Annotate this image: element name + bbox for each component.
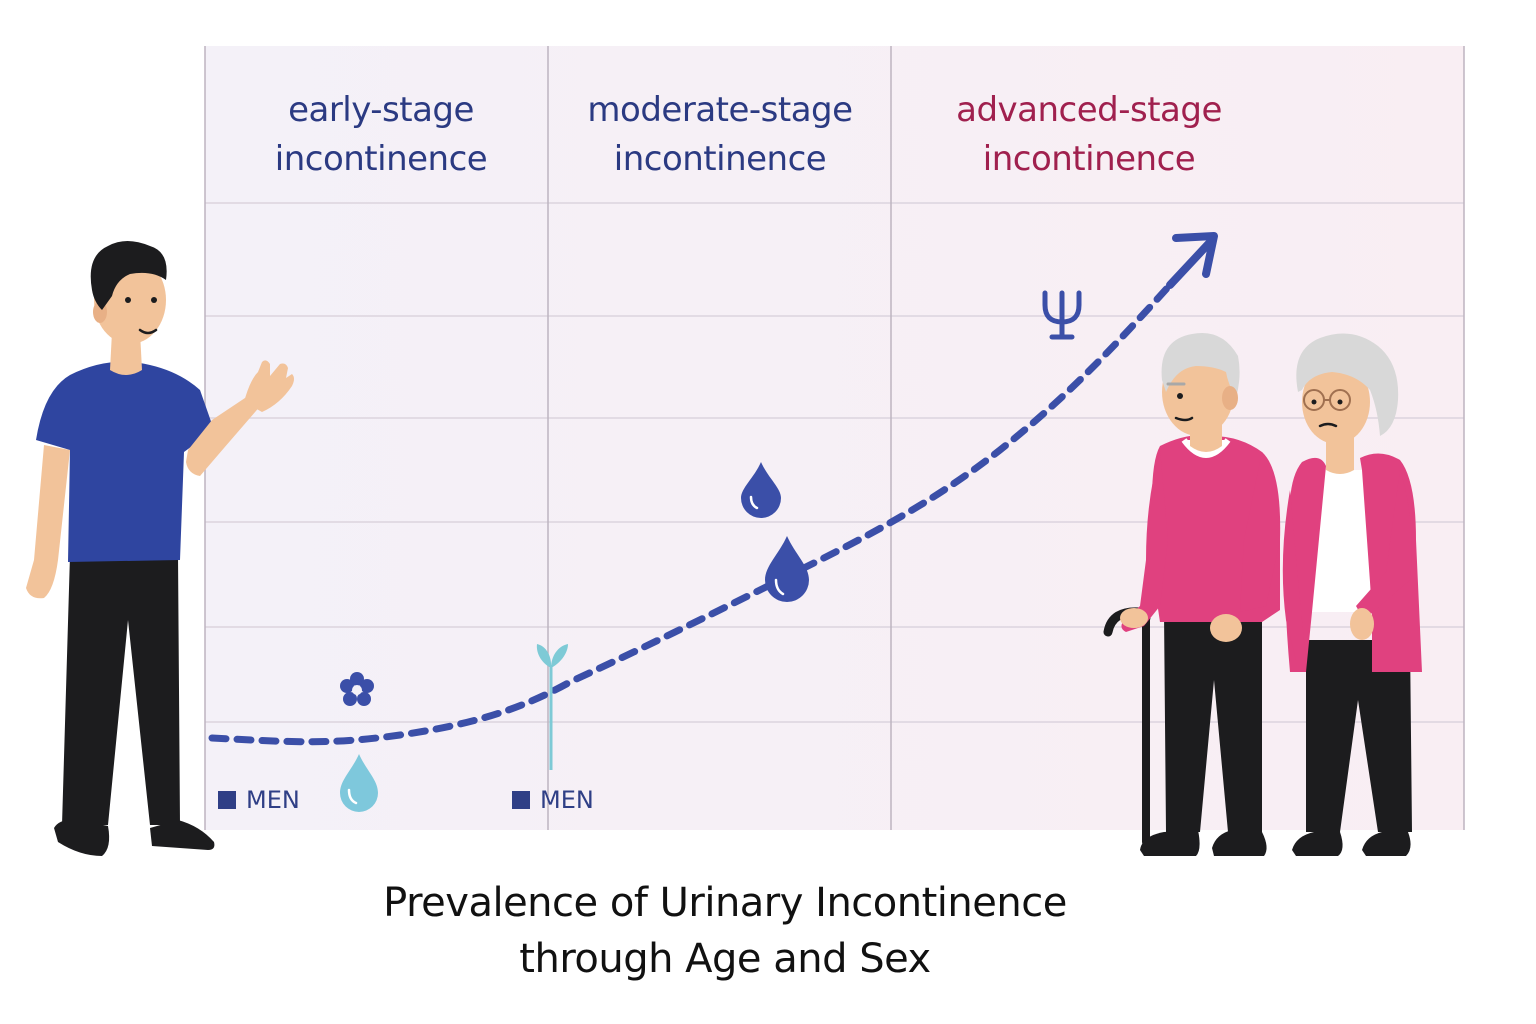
flower-icon [340,672,374,706]
stage-title-advanced: advanced-stage incontinence [918,86,1260,184]
stage-title-moderate: moderate-stage incontinence [549,86,891,184]
stage-title-line2: incontinence [274,139,488,179]
trend-line [208,281,1174,746]
stage-title-line2: incontinence [613,139,827,179]
legend-swatch [218,791,236,809]
title-line2: through Age and Sex [519,936,931,982]
elderly-man-figure [1103,332,1281,856]
trend-arrow-icon [1172,232,1218,278]
title-line1: Prevalence of Urinary Incontinence [383,880,1067,926]
stage-title-line1: early-stage [288,90,474,130]
trophy-icon [1042,290,1082,340]
page-title: Prevalence of Urinary Incontinence throu… [300,875,1150,987]
water-drop-icon [741,462,781,518]
light-water-drop-icon [340,754,378,812]
stage-title-early: early-stage incontinence [210,86,552,184]
legend-item-men: MEN [218,784,300,816]
elderly-woman-figure [1282,333,1422,856]
young-man-figure [26,241,294,856]
legend-swatch [512,791,530,809]
stage-title-line1: advanced-stage [956,90,1222,130]
water-drop-icon [765,536,809,602]
stage-title-line2: incontinence [982,139,1196,179]
stage-dividers [204,46,1465,830]
legend-label: MEN [246,786,300,814]
legend-label: MEN [540,786,594,814]
sprout-icon [536,644,568,770]
stage-title-line1: moderate-stage [587,90,853,130]
legend-item-men: MEN [512,784,594,816]
